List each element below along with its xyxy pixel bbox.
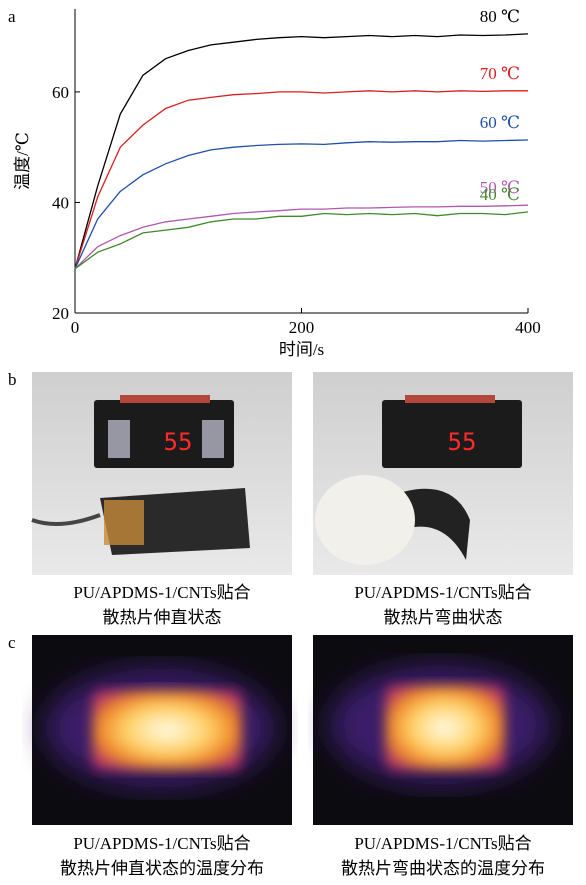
legend-entry: 70 ℃ — [480, 64, 520, 83]
caption: PU/APDMS-1/CNTs贴合 — [354, 834, 531, 853]
display-reading: 55 — [164, 428, 193, 456]
series-line — [74, 33, 529, 269]
display-reading: 55 — [448, 428, 477, 456]
chart: 20 40 60 0 200 400 时间/s 温度/℃ 80 ℃ 70 ℃ 60 ℃ 50 ℃40 … — [13, 7, 541, 359]
photo: 55 — [313, 372, 573, 575]
legend-entry: 80 ℃ — [480, 7, 520, 26]
legend-entry: 40 ℃ — [480, 185, 520, 204]
photo: 55 — [31, 372, 292, 575]
panel-label: c — [8, 633, 16, 652]
legend-entry: 50 ℃ — [480, 178, 520, 197]
x-tick-label: 400 — [515, 318, 541, 337]
caption: 散热片弯曲状态的温度分布 — [341, 859, 545, 878]
y-axis-label: 温度/℃ — [13, 132, 32, 190]
caption: PU/APDMS-1/CNTs贴合 — [354, 583, 531, 602]
caption: 散热片伸直状态的温度分布 — [60, 859, 264, 878]
caption: PU/APDMS-1/CNTs贴合 — [73, 583, 250, 602]
series-line — [74, 211, 529, 270]
panel-label: b — [8, 370, 17, 389]
panel-label: a — [8, 7, 16, 26]
series-line — [74, 139, 529, 270]
caption: 散热片伸直状态 — [103, 608, 222, 627]
y-tick-label: 20 — [52, 304, 69, 323]
thermal-image — [313, 635, 573, 825]
thermal-image — [32, 635, 292, 825]
x-axis-label: 时间/s — [279, 340, 324, 359]
x-tick-label: 200 — [289, 318, 315, 337]
y-tick-label: 60 — [52, 83, 69, 102]
legend-entry: 60 ℃ — [480, 113, 520, 132]
series-line — [74, 90, 528, 269]
caption: 散热片弯曲状态 — [384, 608, 503, 627]
series-line — [74, 204, 529, 270]
y-tick-label: 40 — [52, 193, 69, 212]
caption: PU/APDMS-1/CNTs贴合 — [73, 834, 250, 853]
x-tick-label: 0 — [71, 318, 80, 337]
